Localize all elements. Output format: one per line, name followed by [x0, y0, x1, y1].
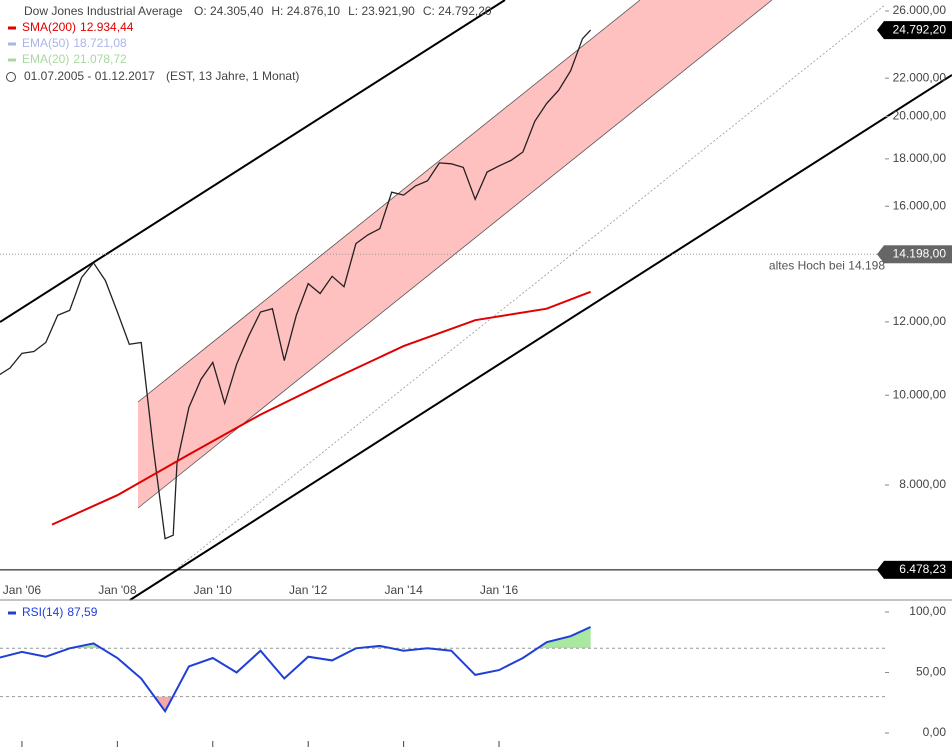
y-tick-label: 50,00	[916, 665, 946, 679]
legend-swatch	[8, 26, 16, 30]
y-tick-label: 8.000,00	[899, 477, 946, 491]
price-badge-label: 14.198,00	[893, 246, 947, 260]
price-badge-tip	[877, 245, 884, 264]
annotation: altes Hoch bei 14.198	[769, 258, 885, 272]
ohlc: O: 24.305,40	[194, 4, 264, 18]
title: Dow Jones Industrial Average	[24, 4, 183, 18]
legend-label: EMA(50)	[22, 36, 69, 50]
legend-swatch	[8, 42, 16, 46]
x-tick-label: Jan '10	[194, 583, 233, 597]
x-tick-label: Jan '16	[480, 583, 519, 597]
y-tick-label: 0,00	[923, 725, 947, 739]
clock-icon	[6, 72, 16, 82]
legend-label: EMA(20)	[22, 52, 69, 66]
y-tick-label: 10.000,00	[893, 387, 947, 401]
ohlc: H: 24.876,10	[271, 4, 340, 18]
ohlc: C: 24.792,20	[423, 4, 492, 18]
y-tick-label: 18.000,00	[893, 151, 947, 165]
price-badge-label: 24.792,20	[893, 22, 947, 36]
legend-swatch	[8, 611, 16, 615]
legend-value: 18.721,08	[73, 36, 127, 50]
x-tick-label: Jan '12	[289, 583, 328, 597]
y-tick-label: 22.000,00	[893, 70, 947, 84]
x-tick-label: Jan '06	[3, 583, 42, 597]
series-line	[0, 626, 592, 714]
trend-line	[129, 74, 952, 601]
y-tick-label: 12.000,00	[893, 314, 947, 328]
date-range: 01.07.2005 - 01.12.2017	[24, 69, 155, 83]
series-line	[51, 290, 591, 526]
price-badge-label: 6.478,23	[899, 562, 946, 576]
y-tick-label: 100,00	[909, 604, 946, 618]
legend: Dow Jones Industrial Average O: 24.305,4…	[6, 4, 492, 83]
y-tick-label: 26.000,00	[893, 3, 947, 17]
price-badge	[884, 560, 952, 579]
legend-label: SMA(200)	[22, 20, 76, 34]
legend-value: 12.934,44	[80, 20, 134, 34]
ohlc: L: 23.921,90	[348, 4, 415, 18]
legend-value: 87,59	[67, 605, 97, 619]
price-badge-tip	[877, 21, 884, 40]
price-badge	[884, 245, 952, 264]
x-tick-label: Jan '08	[98, 583, 137, 597]
y-tick-label: 16.000,00	[893, 198, 947, 212]
trend-line	[174, 4, 886, 571]
series-line	[0, 29, 592, 540]
price-badge-tip	[877, 560, 884, 579]
price-badge	[884, 21, 952, 40]
trend-line	[0, 0, 506, 323]
x-tick-label: Jan '14	[384, 583, 423, 597]
oversold-fill	[154, 696, 173, 712]
legend-swatch	[8, 58, 16, 62]
legend-value: 21.078,72	[73, 52, 127, 66]
y-tick-label: 20.000,00	[893, 109, 947, 123]
date-range-note: (EST, 13 Jahre, 1 Monat)	[166, 69, 299, 83]
legend-label: RSI(14)	[22, 605, 63, 619]
